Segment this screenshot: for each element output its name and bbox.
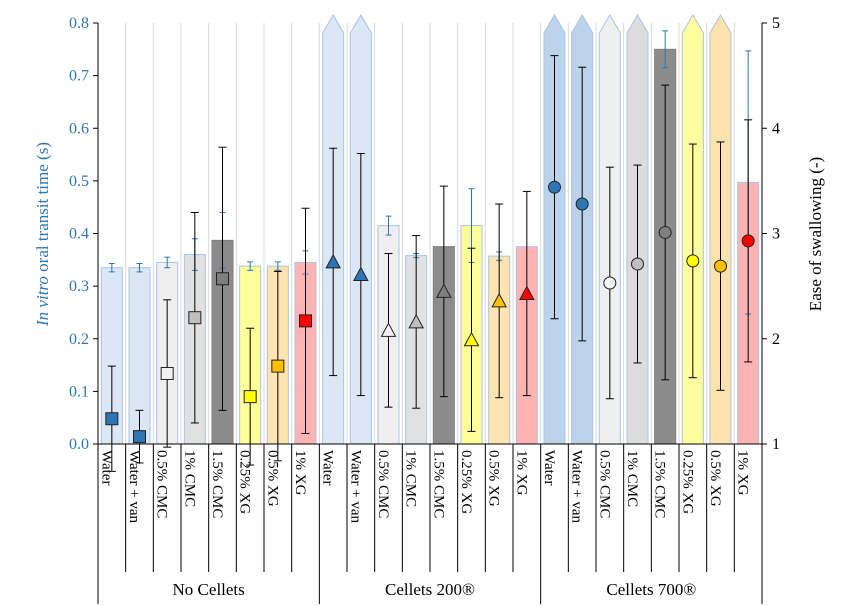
category-label: 0.5% XG (486, 450, 502, 507)
category-label: 1% CMC (403, 450, 419, 507)
category-label: 1% CMC (624, 450, 640, 507)
group-label: No Cellets (173, 580, 245, 599)
category-label: 0.5% CMC (154, 450, 170, 518)
category-label: 1.5% CMC (652, 450, 668, 518)
triangle-marker (435, 283, 452, 298)
right-tick-label: 2 (772, 331, 780, 348)
triangle-marker (491, 292, 508, 308)
category-label: 1% XG (292, 450, 308, 496)
category-label: 0.25% XG (458, 450, 474, 514)
square-marker (160, 366, 174, 380)
right-tick-label: 5 (772, 15, 780, 32)
triangle-marker (380, 322, 397, 337)
category-label: 1% XG (513, 450, 529, 496)
left-axis-title-rest: oral transit time (s) (33, 142, 52, 276)
category-label: 0.5% XG (707, 450, 723, 507)
left-tick-label: 0.3 (69, 278, 89, 295)
category-label: 1% XG (735, 450, 751, 496)
triangle-marker (352, 266, 369, 282)
markers-layer (105, 55, 755, 472)
category-label: Water (320, 450, 336, 485)
category-label: Water + van (347, 450, 363, 524)
triangle-marker (325, 253, 342, 269)
category-label: Water (541, 450, 557, 485)
triangle-marker (518, 285, 535, 300)
left-axis-title-italic: In vitro (33, 276, 52, 327)
left-tick-label: 0.7 (69, 68, 89, 85)
circle-marker (741, 234, 755, 248)
square-marker (188, 311, 202, 325)
category-label: 1.5% CMC (209, 450, 225, 518)
circle-marker (603, 276, 617, 290)
square-marker (216, 272, 229, 286)
triangle-marker (463, 331, 480, 347)
axes-layer: Water Water + van 0.5% CMC 1% CMC 1.5% CMC 0.… (69, 15, 780, 604)
right-axis-title: Ease of swallowing (-) (806, 157, 825, 311)
circle-marker (658, 225, 672, 239)
circle-marker (686, 254, 700, 268)
left-tick-label: 0.6 (69, 120, 89, 137)
left-tick-label: 0.0 (69, 436, 89, 453)
left-tick-label: 0.4 (69, 226, 89, 243)
circle-marker (714, 259, 727, 273)
square-marker (271, 359, 285, 373)
category-label: 0.5% XG (264, 450, 280, 507)
left-tick-label: 0.8 (69, 15, 89, 32)
square-marker (105, 412, 119, 426)
category-label: 0.5% CMC (375, 450, 391, 518)
square-marker (299, 314, 312, 328)
square-marker (133, 430, 146, 444)
left-tick-label: 0.5 (69, 173, 89, 190)
category-label: 1.5% CMC (430, 450, 446, 518)
left-axis-title: In vitro oral transit time (s) (33, 142, 52, 327)
category-label: 0.25% XG (237, 450, 253, 514)
right-tick-label: 1 (772, 436, 780, 453)
left-tick-label: 0.2 (69, 331, 89, 348)
group-label: Cellets 200® (385, 580, 475, 599)
left-tick-label: 0.1 (69, 383, 89, 400)
right-tick-label: 3 (772, 226, 780, 243)
triangle-marker (408, 313, 425, 329)
category-label: 0.5% CMC (596, 450, 612, 518)
group-label: Cellets 700® (606, 580, 696, 599)
square-marker (243, 390, 257, 404)
category-label: Water + van (126, 450, 142, 524)
category-label: 0.25% XG (679, 450, 695, 514)
circle-marker (575, 197, 589, 211)
category-label: Water + van (569, 450, 585, 524)
circle-marker (548, 180, 561, 194)
category-label: 1% CMC (181, 450, 197, 507)
category-label: Water (98, 450, 114, 485)
circle-marker (631, 257, 644, 271)
right-tick-label: 4 (772, 120, 780, 137)
